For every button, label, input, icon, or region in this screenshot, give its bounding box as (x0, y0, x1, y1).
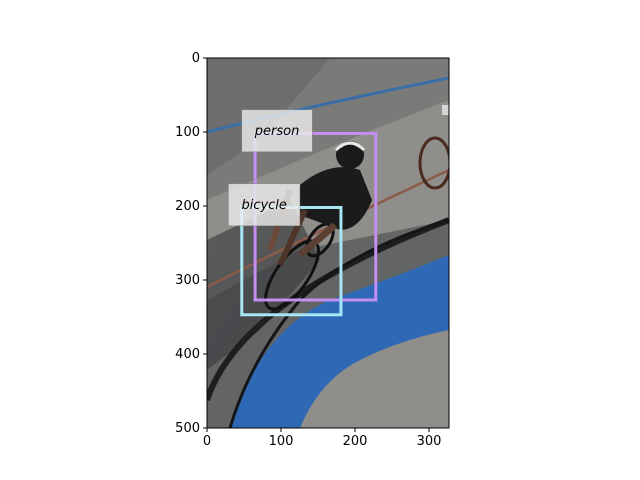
label-person: person (254, 124, 300, 139)
x-tick-label: 200 (343, 434, 368, 449)
label-box-person (241, 109, 313, 153)
y-tick-label: 500 (175, 421, 200, 436)
y-tick-label: 400 (175, 347, 200, 362)
x-tick-label: 300 (417, 434, 442, 449)
label-bicycle: bicycle (241, 198, 286, 213)
x-tick-label: 0 (203, 434, 211, 449)
y-tick-label: 100 (175, 125, 200, 140)
x-tick-label: 100 (269, 434, 294, 449)
y-tick-label: 0 (192, 51, 200, 66)
photo (207, 58, 449, 428)
y-tick-label: 200 (175, 199, 200, 214)
label-box-bicycle (228, 183, 301, 227)
y-tick-label: 300 (175, 273, 200, 288)
axes-frame (206, 57, 450, 429)
